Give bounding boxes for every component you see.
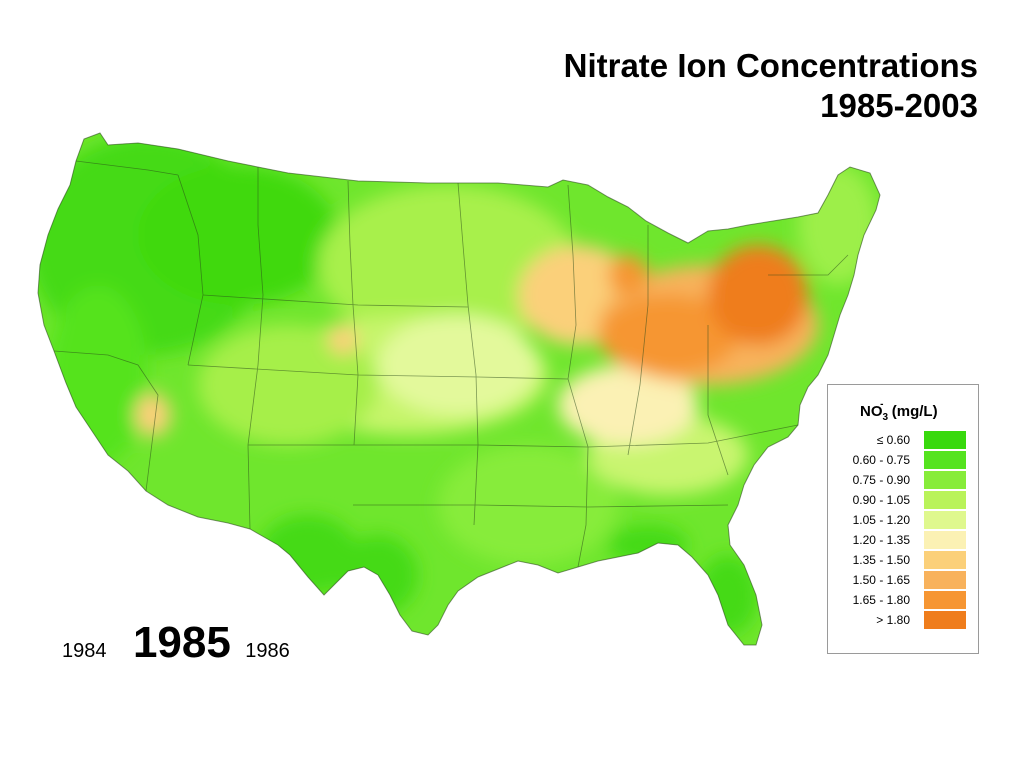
legend-title-sub: 3: [882, 412, 889, 423]
legend-title-main: NO: [860, 403, 883, 420]
legend-label: 0.90 - 1.05: [852, 493, 910, 507]
legend-swatch: [924, 551, 966, 569]
legend-swatch: [924, 471, 966, 489]
legend-swatch: [924, 531, 966, 549]
title-line-1: Nitrate Ion Concentrations: [563, 47, 978, 84]
legend-row: 0.90 - 1.05: [828, 490, 978, 510]
legend-title-sup: -: [880, 399, 884, 410]
title-line-2: 1985-2003: [820, 87, 978, 124]
previous-year-link[interactable]: 1984: [62, 640, 107, 662]
legend-label: 1.20 - 1.35: [852, 533, 910, 547]
legend-swatch: [924, 451, 966, 469]
legend-row: 1.05 - 1.20: [828, 510, 978, 530]
legend-swatch: [924, 511, 966, 529]
legend-title-unit: (mg/L): [891, 403, 938, 420]
legend-title: NO3 - (mg/L): [860, 399, 938, 423]
legend-label: 1.05 - 1.20: [852, 513, 910, 527]
legend-row: 1.65 - 1.80: [828, 590, 978, 610]
legend-row: 1.35 - 1.50: [828, 550, 978, 570]
year-selector: 1984 1985 1986: [62, 618, 290, 668]
legend-swatch: [924, 491, 966, 509]
legend-swatch: [924, 611, 966, 629]
legend-swatch: [924, 591, 966, 609]
legend-label: 1.35 - 1.50: [852, 553, 910, 567]
legend-row: 0.60 - 0.75: [828, 450, 978, 470]
legend-label: 0.75 - 0.90: [852, 473, 910, 487]
legend-row: 1.50 - 1.65: [828, 570, 978, 590]
legend-row: 0.75 - 0.90: [828, 470, 978, 490]
legend-row: ≤ 0.60: [828, 430, 978, 450]
legend-label: 1.65 - 1.80: [852, 593, 910, 607]
legend-label: > 1.80: [876, 613, 910, 627]
us-outline: [37, 132, 881, 646]
legend-label: 1.50 - 1.65: [852, 573, 910, 587]
legend-swatch: [924, 431, 966, 449]
map-title: Nitrate Ion Concentrations 1985-2003: [564, 46, 978, 126]
legend-label: 0.60 - 0.75: [852, 453, 910, 467]
legend-row: 1.20 - 1.35: [828, 530, 978, 550]
current-year: 1985: [132, 618, 231, 667]
legend-row: > 1.80: [828, 610, 978, 630]
concentration-legend: NO3 - (mg/L) ≤ 0.60 0.60 - 0.75 0.75 - 0.90…: [827, 384, 979, 654]
legend-label: ≤ 0.60: [876, 433, 910, 447]
legend-swatch: [924, 571, 966, 589]
next-year-link[interactable]: 1986: [245, 640, 290, 662]
us-nitrate-map: [37, 132, 881, 646]
